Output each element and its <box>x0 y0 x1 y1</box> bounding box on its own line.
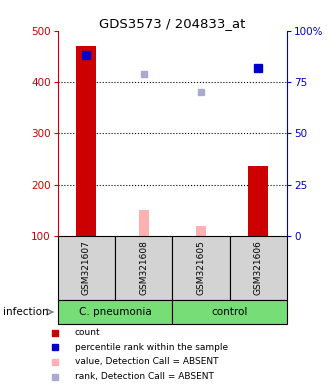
Bar <box>58 300 172 324</box>
Text: value, Detection Call = ABSENT: value, Detection Call = ABSENT <box>75 358 218 366</box>
Bar <box>172 236 230 300</box>
Text: GSM321607: GSM321607 <box>82 240 91 295</box>
Bar <box>115 236 172 300</box>
Title: GDS3573 / 204833_at: GDS3573 / 204833_at <box>99 17 246 30</box>
Text: GSM321605: GSM321605 <box>197 240 206 295</box>
Text: control: control <box>212 307 248 317</box>
Bar <box>76 46 96 236</box>
Bar <box>58 236 115 300</box>
Text: GSM321608: GSM321608 <box>139 240 148 295</box>
Text: count: count <box>75 328 100 337</box>
Text: rank, Detection Call = ABSENT: rank, Detection Call = ABSENT <box>75 372 214 381</box>
Text: percentile rank within the sample: percentile rank within the sample <box>75 343 228 352</box>
Text: GSM321606: GSM321606 <box>254 240 263 295</box>
Text: infection: infection <box>3 307 49 317</box>
Bar <box>230 236 287 300</box>
Bar <box>172 300 287 324</box>
Bar <box>248 166 269 236</box>
Bar <box>196 226 206 236</box>
Text: C. pneumonia: C. pneumonia <box>79 307 151 317</box>
Bar <box>139 210 149 236</box>
